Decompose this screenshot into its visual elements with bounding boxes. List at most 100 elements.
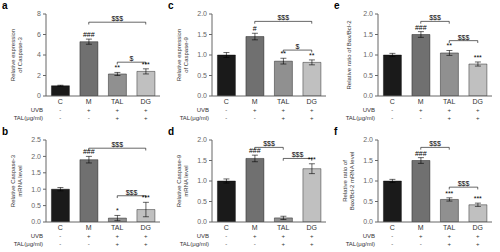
svg-text:1.0: 1.0 [363, 51, 373, 58]
svg-text:+: + [476, 107, 480, 113]
svg-text:TAL: TAL [443, 98, 455, 105]
svg-text:-: - [59, 107, 61, 113]
svg-text:+: + [281, 241, 285, 247]
svg-text:+: + [310, 107, 314, 113]
svg-text:$$$: $$$ [458, 34, 470, 41]
svg-text:+: + [253, 107, 257, 113]
svg-text:M: M [252, 98, 258, 105]
svg-text:+: + [115, 233, 119, 239]
svg-text:$$$: $$$ [126, 189, 138, 196]
svg-text:***: *** [142, 194, 150, 201]
svg-text:+: + [419, 233, 423, 239]
svg-text:-: - [225, 233, 227, 239]
svg-text:UVB: UVB [363, 107, 375, 113]
svg-text:***: *** [474, 195, 482, 202]
svg-text:C: C [390, 224, 395, 231]
svg-text:2.0: 2.0 [197, 10, 207, 17]
svg-text:2: 2 [37, 72, 41, 79]
svg-text:-: - [59, 233, 61, 239]
svg-text:+: + [447, 241, 451, 247]
svg-text:-: - [59, 115, 61, 121]
svg-text:0.0: 0.0 [363, 218, 373, 225]
svg-text:DG: DG [473, 224, 484, 231]
svg-text:+: + [115, 107, 119, 113]
svg-text:TAL(μg/ml): TAL(μg/ml) [14, 241, 43, 247]
svg-text:***: *** [308, 156, 316, 163]
svg-text:+: + [310, 115, 314, 121]
svg-text:1.0: 1.0 [31, 186, 41, 193]
svg-text:-: - [88, 241, 90, 247]
svg-text:0.0: 0.0 [363, 92, 373, 99]
svg-text:1.0: 1.0 [197, 51, 207, 58]
svg-text:2.5: 2.5 [31, 136, 41, 143]
svg-text:+: + [281, 233, 285, 239]
svg-text:**: ** [309, 52, 315, 59]
svg-text:+: + [87, 107, 91, 113]
svg-text:***: *** [142, 61, 150, 68]
svg-text:+: + [281, 107, 285, 113]
svg-text:TAL: TAL [111, 224, 123, 231]
svg-text:+: + [310, 233, 314, 239]
svg-text:-: - [254, 241, 256, 247]
svg-text:-: - [88, 115, 90, 121]
svg-text:-: - [391, 241, 393, 247]
svg-text:TAL: TAL [277, 98, 289, 105]
svg-text:2.0: 2.0 [197, 136, 207, 143]
svg-text:$$$: $$$ [292, 151, 304, 158]
svg-text:TAL(μg/ml): TAL(μg/ml) [180, 115, 209, 121]
svg-text:+: + [87, 233, 91, 239]
svg-text:1.0: 1.0 [197, 177, 207, 184]
svg-text:$$$: $$$ [277, 14, 289, 21]
svg-text:TAL: TAL [443, 224, 455, 231]
svg-text:M: M [418, 224, 424, 231]
svg-text:1.5: 1.5 [197, 31, 207, 38]
svg-text:2.0: 2.0 [31, 153, 41, 160]
svg-text:TAL(μg/ml): TAL(μg/ml) [346, 241, 375, 247]
svg-text:UVB: UVB [197, 233, 209, 239]
svg-text:M: M [86, 224, 92, 231]
svg-text:M: M [252, 224, 258, 231]
svg-text:**: ** [447, 42, 453, 49]
svg-text:0.0: 0.0 [197, 218, 207, 225]
svg-text:###: ### [415, 24, 427, 31]
svg-text:UVB: UVB [31, 107, 43, 113]
svg-text:+: + [476, 233, 480, 239]
svg-text:0.0: 0.0 [197, 92, 207, 99]
svg-text:###: ### [415, 150, 427, 157]
svg-text:*: * [116, 207, 119, 214]
svg-text:$: $ [130, 55, 134, 62]
svg-text:***: *** [445, 190, 453, 197]
svg-text:0.5: 0.5 [31, 202, 41, 209]
svg-text:0.5: 0.5 [363, 198, 373, 205]
svg-text:$$$: $$$ [429, 14, 441, 21]
svg-text:DG: DG [473, 98, 484, 105]
svg-text:+: + [447, 107, 451, 113]
svg-text:+: + [281, 115, 285, 121]
svg-text:TAL: TAL [277, 224, 289, 231]
svg-text:C: C [224, 98, 229, 105]
svg-text:0.5: 0.5 [197, 72, 207, 79]
svg-text:C: C [390, 98, 395, 105]
svg-text:UVB: UVB [363, 233, 375, 239]
svg-text:-: - [391, 115, 393, 121]
svg-text:+: + [144, 107, 148, 113]
svg-text:M: M [86, 98, 92, 105]
svg-text:1.0: 1.0 [363, 177, 373, 184]
svg-text:TAL: TAL [111, 98, 123, 105]
svg-text:1.5: 1.5 [197, 157, 207, 164]
svg-text:0: 0 [37, 92, 41, 99]
svg-text:-: - [420, 241, 422, 247]
svg-text:+: + [476, 115, 480, 121]
svg-text:0.5: 0.5 [363, 72, 373, 79]
svg-text:-: - [391, 107, 393, 113]
svg-text:-: - [225, 107, 227, 113]
svg-text:###: ### [249, 147, 261, 154]
svg-text:+: + [144, 241, 148, 247]
svg-text:+: + [115, 241, 119, 247]
svg-text:UVB: UVB [197, 107, 209, 113]
svg-text:C: C [224, 224, 229, 231]
svg-text:+: + [447, 233, 451, 239]
svg-text:-: - [225, 241, 227, 247]
svg-text:DG: DG [307, 98, 318, 105]
svg-text:-: - [391, 233, 393, 239]
